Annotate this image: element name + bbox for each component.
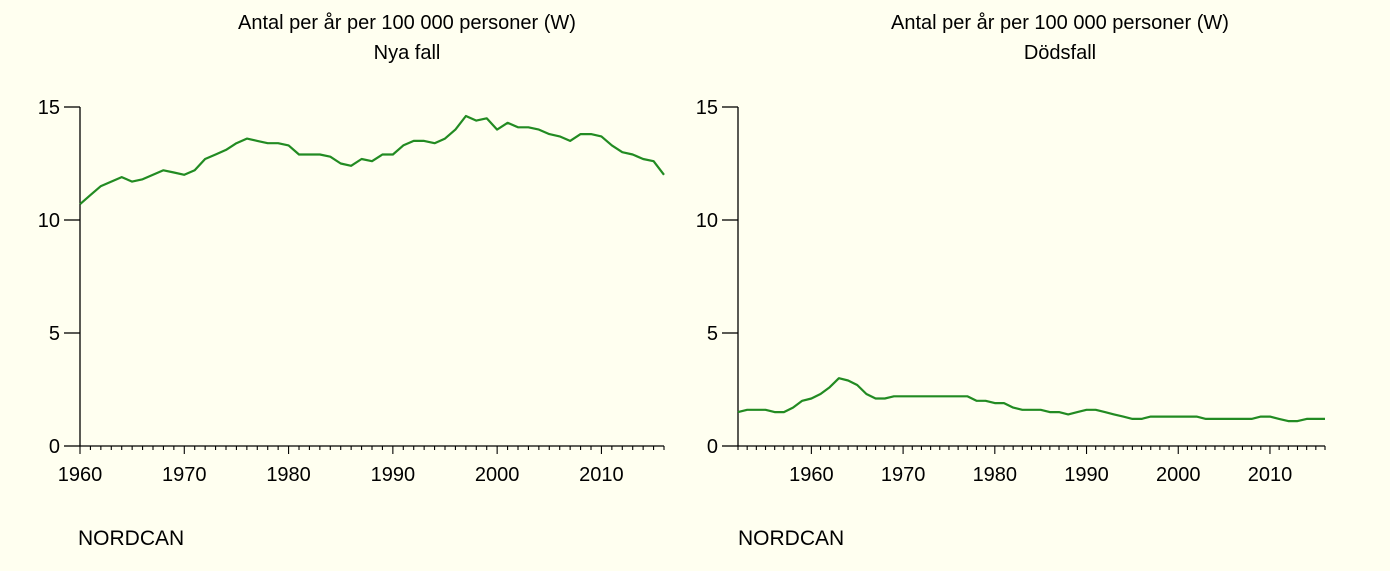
source-label: NORDCAN: [78, 527, 184, 550]
chart-panel-deaths: Antal per år per 100 000 personer (W) Dö…: [696, 12, 1326, 550]
chart-title: Antal per år per 100 000 personer (W): [238, 12, 576, 34]
source-label: NORDCAN: [738, 527, 844, 550]
x-tick-label: 1960: [58, 464, 103, 486]
y-tick-label: 0: [707, 436, 718, 458]
series-line: [79, 114, 665, 206]
x-tick-label: 2010: [1248, 464, 1293, 486]
y-tick-label: 5: [49, 323, 60, 345]
x-tick-label: 1980: [973, 464, 1018, 486]
y-tick-label: 10: [38, 210, 60, 232]
chart-panel-new-cases: Antal per år per 100 000 personer (W) Ny…: [38, 12, 665, 550]
x-tick-label: 1980: [266, 464, 311, 486]
x-tick-label: 2010: [579, 464, 624, 486]
x-tick-label: 1970: [881, 464, 926, 486]
chart-subtitle: Dödsfall: [1024, 42, 1096, 64]
x-tick-label: 2000: [475, 464, 520, 486]
y-tick-label: 10: [696, 210, 718, 232]
series-line: [737, 377, 1325, 423]
x-tick-label: 1990: [1064, 464, 1109, 486]
y-tick-label: 5: [707, 323, 718, 345]
y-tick-label: 15: [38, 97, 60, 119]
y-tick-label: 15: [696, 97, 718, 119]
x-tick-label: 2000: [1156, 464, 1201, 486]
x-tick-label: 1960: [789, 464, 834, 486]
chart-title: Antal per år per 100 000 personer (W): [891, 12, 1229, 34]
y-tick-label: 0: [49, 436, 60, 458]
chart-subtitle: Nya fall: [374, 42, 441, 64]
x-tick-label: 1990: [371, 464, 416, 486]
x-tick-label: 1970: [162, 464, 207, 486]
